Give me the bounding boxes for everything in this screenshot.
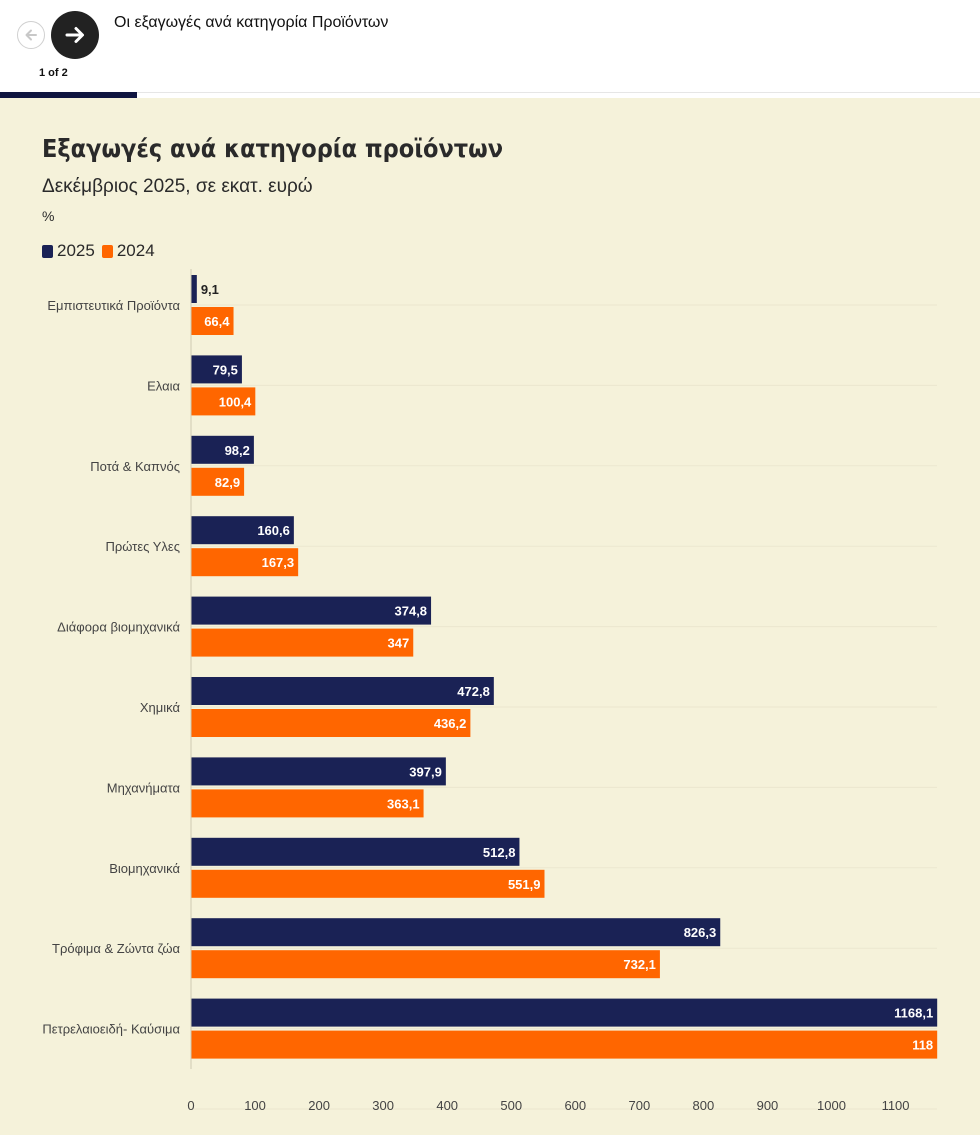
bar-2024[interactable]: [191, 789, 424, 818]
data-label-2025: 472,8: [457, 684, 490, 699]
category-label: Εμπιστευτικά Προϊόντα: [47, 298, 180, 313]
bar-2025[interactable]: [191, 516, 294, 545]
chart-title: Εξαγωγές ανά κατηγορία προϊόντων: [42, 134, 504, 163]
bar-2024[interactable]: [191, 628, 414, 657]
x-tick-label: 1000: [817, 1098, 846, 1113]
x-tick-label: 300: [372, 1098, 394, 1113]
bar-2025[interactable]: [191, 757, 446, 786]
data-label-2025: 9,1: [201, 282, 219, 297]
bar-2024[interactable]: [191, 307, 234, 335]
data-label-2024: 167,3: [262, 555, 295, 570]
x-tick-label: 500: [500, 1098, 522, 1113]
category-label: Βιομηχανικά: [109, 861, 180, 876]
data-label-2025: 1168,1: [894, 1006, 933, 1021]
bar-2025[interactable]: [191, 355, 242, 384]
category-label: Ελαια: [147, 378, 180, 393]
legend-label-2024: 2024: [116, 241, 155, 260]
bar-2024[interactable]: [191, 387, 256, 416]
slide-title: Οι εξαγωγές ανά κατηγορία Προϊόντων: [114, 14, 389, 31]
bar-2025[interactable]: [191, 435, 254, 464]
x-tick-label: 700: [628, 1098, 650, 1113]
slide-counter: 1 of 2: [39, 67, 68, 79]
bar-2024[interactable]: [191, 869, 545, 898]
bar-2024[interactable]: [191, 548, 299, 577]
bar-2024[interactable]: [191, 1030, 938, 1059]
data-label-2024: 347: [388, 636, 410, 651]
data-label-2025: 79,5: [213, 362, 238, 377]
legend-item-2024[interactable]: 2024: [101, 241, 155, 261]
bar-2025[interactable]: [191, 275, 197, 303]
legend-item-2025[interactable]: 2025: [42, 241, 95, 261]
bar-2025[interactable]: [191, 998, 938, 1027]
top-navigation-bar: Οι εξαγωγές ανά κατηγορία Προϊόντων 1 of…: [0, 0, 980, 93]
data-label-2024: 100,4: [219, 394, 252, 409]
category-label: Μηχανήματα: [107, 780, 181, 795]
bar-2025[interactable]: [191, 677, 494, 705]
x-tick-label: 400: [436, 1098, 458, 1113]
category-label: Πρώτες Υλες: [105, 539, 180, 554]
category-label: Ποτά & Καπνός: [90, 459, 180, 474]
legend-swatch-2025: [42, 244, 53, 258]
bar-2025[interactable]: [191, 837, 520, 866]
legend-swatch-2024: [101, 244, 113, 258]
x-tick-label: 100: [244, 1098, 266, 1113]
category-label: Τρόφιμα & Ζώντα ζώα: [52, 941, 180, 956]
legend-label-2025: 2025: [57, 241, 95, 260]
data-label-2024: 551,9: [508, 877, 541, 892]
previous-slide-button[interactable]: [17, 21, 45, 49]
data-label-2024: 732,1: [623, 957, 656, 972]
data-label-2024: 66,4: [204, 314, 230, 329]
bar-2024[interactable]: [191, 467, 245, 496]
category-label: Διάφορα βιομηχανικά: [57, 620, 180, 635]
data-label-2025: 512,8: [483, 845, 516, 860]
data-label-2025: 98,2: [225, 443, 250, 458]
data-label-2025: 374,8: [395, 604, 428, 619]
data-label-2025: 397,9: [409, 764, 442, 779]
x-tick-label: 1100: [882, 1098, 910, 1113]
data-label-2025: 826,3: [684, 925, 717, 940]
x-tick-label: 200: [308, 1098, 330, 1113]
data-label-2024: 82,9: [215, 475, 240, 490]
bar-2025[interactable]: [191, 918, 721, 947]
bar-2024[interactable]: [191, 950, 660, 979]
x-tick-label: 0: [187, 1098, 194, 1113]
category-label: Χημικά: [140, 700, 181, 715]
data-label-2024: 436,2: [434, 716, 467, 731]
progress-bar: [0, 92, 137, 98]
next-slide-button[interactable]: [51, 11, 99, 59]
arrow-left-icon: [25, 29, 37, 41]
data-label-2024: 363,1: [387, 796, 420, 811]
chart-panel: Εξαγωγές ανά κατηγορία προϊόντων Δεκέμβρ…: [0, 98, 980, 1135]
unit-label: %: [42, 208, 55, 224]
bar-chart: Εμπιστευτικά Προϊόντα 9,1 66,4 Ελαια 79,5 100…: [42, 269, 938, 1113]
arrow-right-icon: [65, 27, 84, 43]
chart-subtitle: Δεκέμβριος 2025, σε εκατ. ευρώ: [42, 176, 313, 197]
x-tick-label: 800: [693, 1098, 715, 1113]
x-tick-label: 900: [757, 1098, 779, 1113]
bar-2024[interactable]: [191, 709, 471, 737]
chart-legend: 2025 2024: [42, 241, 162, 261]
x-tick-label: 600: [564, 1098, 586, 1113]
data-label-2024: 118: [912, 1038, 933, 1053]
bar-2025[interactable]: [191, 596, 432, 625]
category-label: Πετρελαιοειδή- Καύσιμα: [42, 1022, 180, 1037]
data-label-2025: 160,6: [257, 523, 290, 538]
